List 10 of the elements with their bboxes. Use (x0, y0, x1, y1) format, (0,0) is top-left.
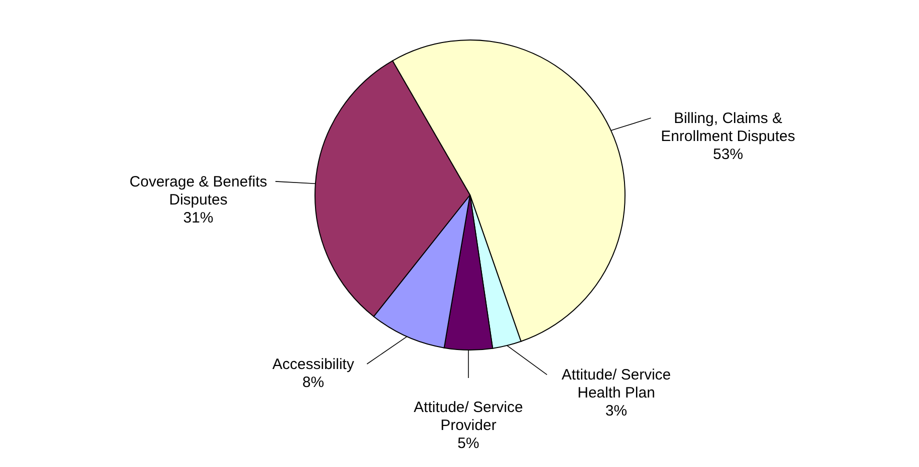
slice-label: Accessibility (272, 356, 355, 374)
data-label: 31% (183, 209, 214, 226)
data-label: 8% (302, 374, 324, 392)
data-label: 3% (605, 402, 628, 420)
slice-label: Coverage & Benefits Disputes (130, 173, 268, 208)
slice-label: Billing, Claims & Enrollment Disputes (660, 110, 796, 145)
data-label: 53% (713, 146, 744, 163)
data-label: 5% (458, 434, 480, 452)
slice-label: Attitude/ Service Provider (414, 398, 523, 434)
slice-label: Attitude/ Service Health Plan (562, 366, 671, 402)
